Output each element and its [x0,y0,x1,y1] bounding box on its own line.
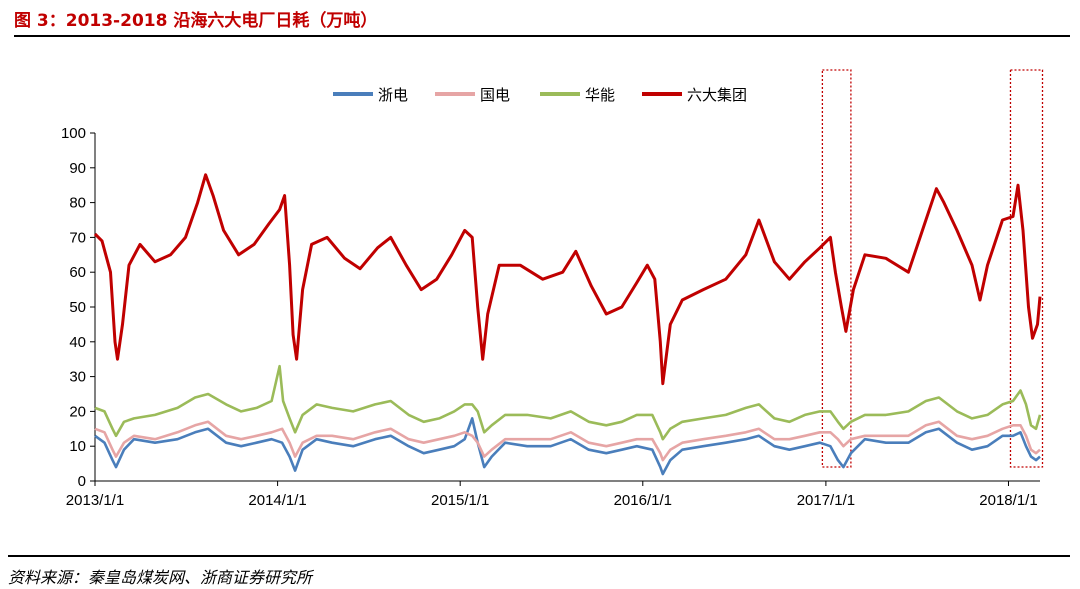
highlight-box [821,69,852,468]
legend-label: 华能 [585,86,615,104]
series-line [93,173,1042,386]
highlight-box [1009,69,1044,468]
y-tick-label: 70 [69,229,86,246]
series-line [94,417,1041,476]
x-tick-label: 2014/1/1 [248,492,306,509]
x-tick-label: 2017/1/1 [797,492,855,509]
y-tick-label: 40 [69,334,86,351]
series-line [94,364,1042,441]
y-tick-label: 80 [69,195,86,212]
axes: 0 10 20 30 40 50 60 70 80 90 100 2013/1/1 2014/1/1 20… [61,125,1040,509]
legend-label: 六大集团 [687,86,747,104]
x-tick-label: 2013/1/1 [66,492,124,509]
y-tick-label: 60 [69,264,86,281]
highlight-boxes [821,69,1044,468]
y-tick-label: 50 [69,299,86,316]
title-rule [14,35,1070,37]
series-line [94,420,1041,462]
x-tick-label: 2016/1/1 [614,492,672,509]
y-tick-label: 30 [69,369,86,386]
y-tick-label: 0 [78,473,86,490]
figure-title: 图 3：2013-2018 沿海六大电厂日耗（万吨） [14,11,378,31]
footer-rule [8,555,1070,557]
x-tick-label: 2015/1/1 [431,492,489,509]
legend-label: 国电 [480,86,510,104]
legend-label: 浙电 [378,86,408,104]
legend: 浙电 国电 华能 六大集团 [333,86,747,104]
source-note: 资料来源：秦皇岛煤炭网、浙商证券研究所 [8,568,313,587]
x-tick-label: 2018/1/1 [979,492,1037,509]
y-tick-label: 100 [61,125,86,142]
y-tick-label: 90 [69,160,86,177]
y-tick-label: 20 [69,403,86,420]
y-tick-label: 10 [69,438,86,455]
series-lines [93,173,1042,476]
